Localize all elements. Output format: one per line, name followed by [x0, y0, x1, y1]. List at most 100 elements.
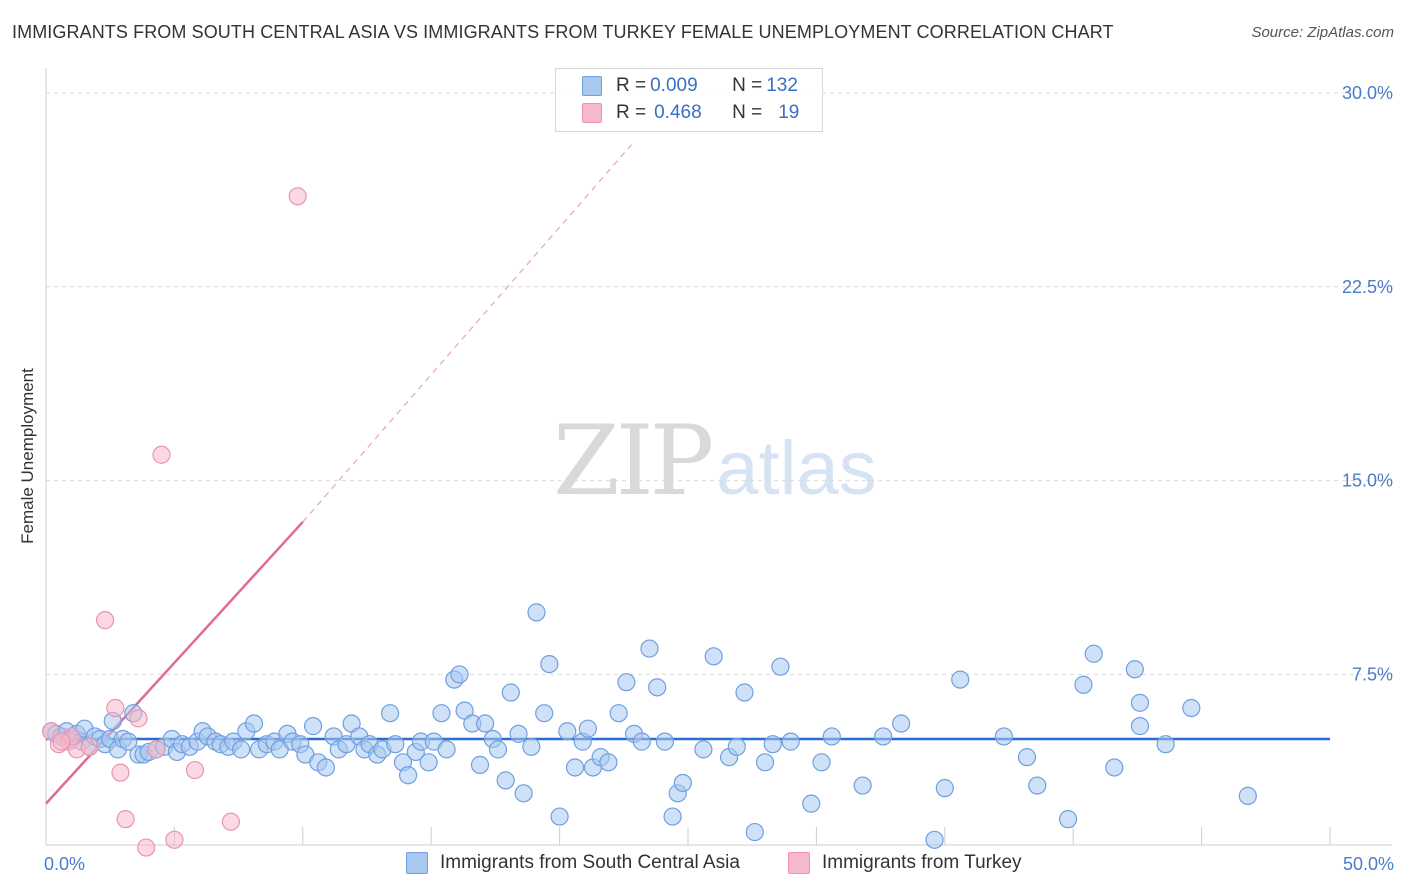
- point-south-central-asia: [802, 794, 821, 813]
- point-south-central-asia: [951, 670, 970, 689]
- point-south-central-asia: [935, 779, 954, 798]
- watermark: ZIPatlas: [553, 405, 877, 517]
- gridlines: [46, 92, 1392, 675]
- y-tick-label: 30.0%: [1342, 83, 1393, 103]
- point-south-central-asia: [488, 740, 508, 759]
- point-south-central-asia: [1084, 644, 1103, 663]
- point-south-central-asia: [437, 740, 456, 759]
- legend-r-label: R =: [616, 102, 647, 123]
- point-south-central-asia: [694, 740, 713, 759]
- point-turkey: [152, 445, 171, 464]
- point-south-central-asia: [1182, 698, 1201, 718]
- point-south-central-asia: [540, 654, 559, 674]
- axes: [45, 68, 1392, 846]
- point-turkey: [288, 187, 307, 206]
- point-south-central-asia: [316, 758, 336, 777]
- point-south-central-asia: [663, 807, 682, 826]
- point-south-central-asia: [398, 766, 418, 785]
- chart-title: IMMIGRANTS FROM SOUTH CENTRAL ASIA VS IM…: [12, 22, 1114, 42]
- point-south-central-asia: [673, 773, 692, 793]
- legend-swatch-blue: [582, 76, 602, 96]
- series-legend-item-south-central-asia: Immigrants from South Central Asia: [406, 852, 740, 874]
- point-south-central-asia: [578, 719, 597, 738]
- series-legend-label: Immigrants from Turkey: [822, 852, 1022, 873]
- point-turkey: [111, 763, 130, 782]
- series-legend-label: Immigrants from South Central Asia: [440, 852, 740, 873]
- point-turkey: [52, 732, 71, 751]
- point-turkey: [95, 611, 115, 630]
- legend-n-label: N =: [732, 102, 763, 123]
- point-south-central-asia: [599, 753, 618, 772]
- point-south-central-asia: [450, 665, 469, 684]
- point-south-central-asia: [1130, 717, 1150, 736]
- watermark-zip: ZIP: [553, 405, 714, 517]
- point-south-central-asia: [514, 784, 533, 803]
- point-south-central-asia: [1105, 758, 1124, 777]
- y-tick-label: 22.5%: [1342, 277, 1393, 297]
- series-legend-item-turkey: Immigrants from Turkey: [788, 852, 1022, 874]
- point-turkey: [185, 760, 205, 780]
- point-south-central-asia: [1017, 748, 1037, 767]
- point-south-central-asia: [1074, 675, 1093, 694]
- point-south-central-asia: [822, 727, 841, 746]
- point-south-central-asia: [1058, 810, 1078, 829]
- point-south-central-asia: [303, 717, 323, 736]
- point-south-central-asia: [994, 727, 1013, 746]
- point-turkey: [165, 830, 184, 849]
- point-south-central-asia: [1238, 786, 1257, 805]
- point-south-central-asia: [432, 704, 451, 723]
- point-turkey: [221, 812, 240, 831]
- point-south-central-asia: [727, 737, 746, 756]
- point-turkey: [137, 838, 156, 857]
- point-south-central-asia: [755, 753, 775, 772]
- point-south-central-asia: [232, 740, 251, 759]
- point-south-central-asia: [812, 753, 831, 772]
- point-south-central-asia: [558, 722, 577, 741]
- point-south-central-asia: [632, 732, 651, 751]
- point-south-central-asia: [527, 603, 546, 622]
- tick-labels: 7.5% 15.0% 22.5% 30.0% 0.0% 50.0%: [44, 83, 1394, 874]
- legend-r-value: 0.009: [650, 75, 698, 96]
- legend-r-label: R =: [616, 75, 647, 96]
- source-label: Source: ZipAtlas.com: [1251, 24, 1394, 41]
- series-swatch-pink: [788, 852, 810, 874]
- legend-n-value: 19: [778, 102, 800, 123]
- point-south-central-asia: [617, 673, 636, 692]
- point-south-central-asia: [1130, 693, 1150, 712]
- point-turkey: [147, 740, 166, 759]
- point-south-central-asia: [381, 704, 400, 723]
- series-legend: Immigrants from South Central Asia Immig…: [0, 852, 1406, 878]
- point-south-central-asia: [1125, 660, 1144, 679]
- point-south-central-asia: [119, 732, 138, 751]
- point-south-central-asia: [609, 704, 628, 723]
- legend-swatch-pink: [582, 103, 602, 123]
- point-south-central-asia: [244, 714, 264, 733]
- correlation-legend: R = 0.009 N = 132 R = 0.468 N = 19: [555, 68, 823, 132]
- point-south-central-asia: [874, 727, 893, 746]
- legend-n-label: N =: [732, 75, 763, 96]
- y-tick-label: 15.0%: [1342, 471, 1393, 491]
- point-south-central-asia: [781, 732, 800, 751]
- point-south-central-asia: [771, 657, 790, 676]
- point-south-central-asia: [640, 639, 659, 658]
- data-points: [42, 187, 1257, 857]
- x-tick-label: 0.0%: [44, 854, 85, 874]
- legend-n-value: 132: [766, 75, 798, 96]
- point-turkey: [116, 810, 135, 829]
- legend-r-value: 0.468: [654, 102, 702, 123]
- point-south-central-asia: [522, 737, 541, 756]
- x-tick-label: 50.0%: [1343, 854, 1394, 874]
- point-south-central-asia: [735, 683, 754, 702]
- point-south-central-asia: [501, 683, 520, 702]
- point-south-central-asia: [892, 714, 911, 733]
- point-south-central-asia: [496, 771, 515, 790]
- point-south-central-asia: [550, 807, 569, 826]
- point-south-central-asia: [565, 758, 585, 777]
- point-south-central-asia: [648, 678, 667, 697]
- point-south-central-asia: [419, 753, 438, 772]
- point-south-central-asia: [470, 755, 490, 774]
- point-turkey: [106, 698, 125, 718]
- point-south-central-asia: [386, 735, 405, 754]
- point-south-central-asia: [1156, 735, 1175, 754]
